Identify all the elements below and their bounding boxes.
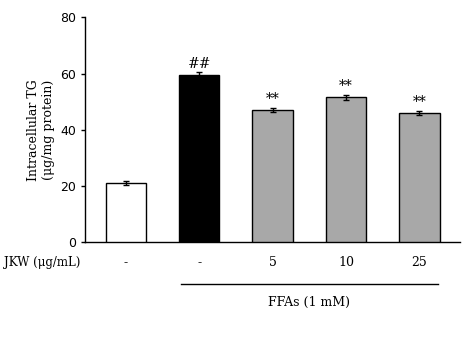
Text: **: ** xyxy=(412,95,426,109)
Text: JKW (μg/mL): JKW (μg/mL) xyxy=(4,256,81,270)
Text: **: ** xyxy=(339,79,353,93)
Bar xyxy=(252,110,293,242)
Y-axis label: Intracellular TG
(μg/mg protein): Intracellular TG (μg/mg protein) xyxy=(27,79,55,181)
Text: **: ** xyxy=(265,92,280,106)
Bar xyxy=(326,98,366,242)
Text: ##: ## xyxy=(187,57,211,71)
Text: 5: 5 xyxy=(269,256,276,270)
Bar xyxy=(106,183,146,242)
Text: -: - xyxy=(124,256,128,270)
Text: -: - xyxy=(197,256,201,270)
Text: FFAs (1 mM): FFAs (1 mM) xyxy=(268,296,350,309)
Text: 25: 25 xyxy=(411,256,427,270)
Bar xyxy=(179,75,219,242)
Text: 10: 10 xyxy=(338,256,354,270)
Bar xyxy=(399,113,439,242)
